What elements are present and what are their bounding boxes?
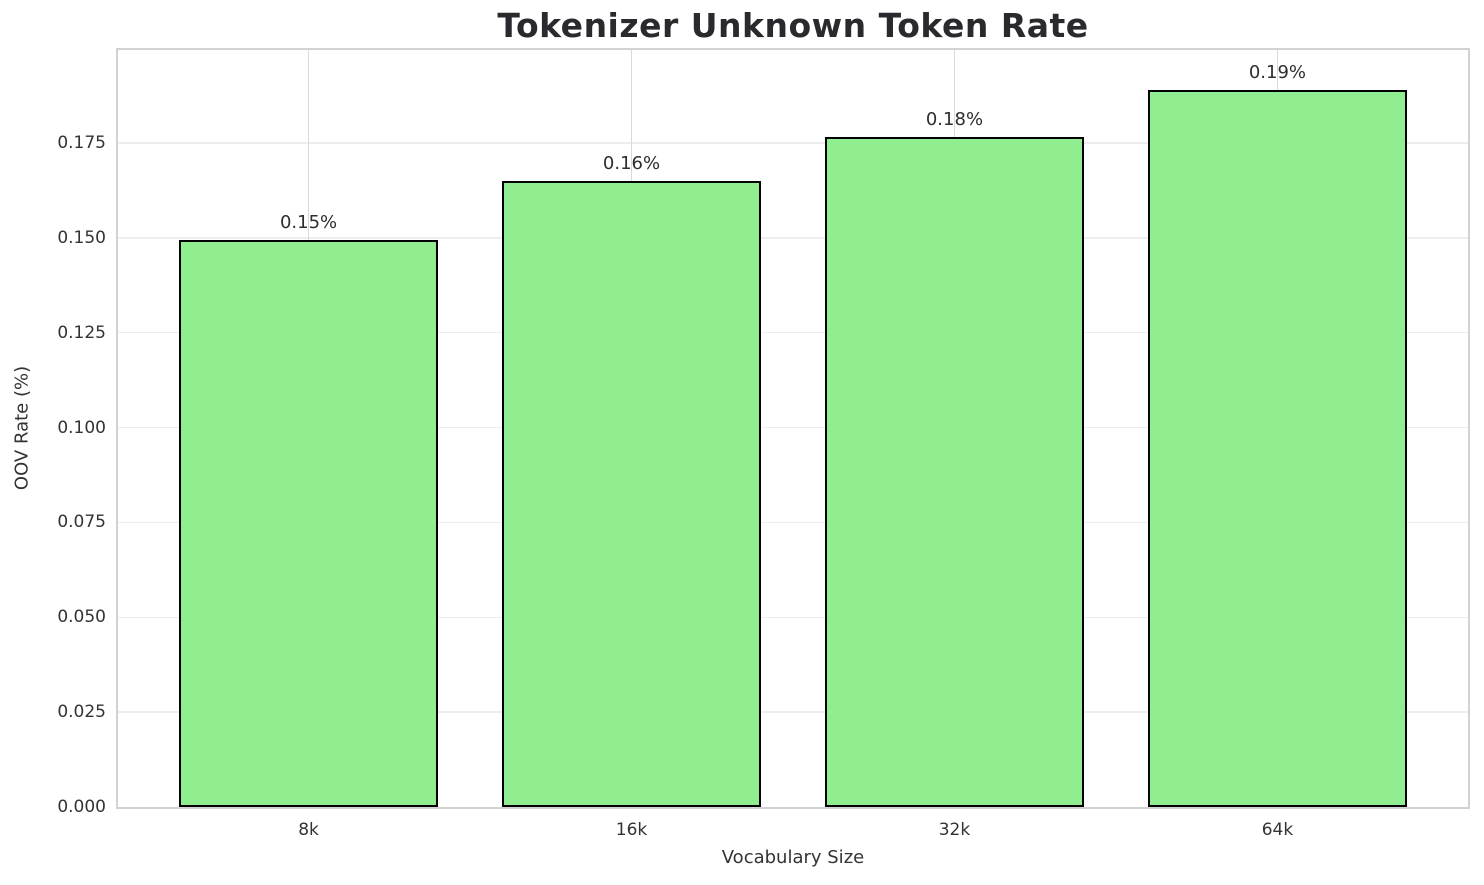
y-gridline [118, 616, 1468, 619]
y-tick-label: 0.075 [57, 512, 106, 533]
bar-value-label: 0.15% [279, 211, 338, 233]
bar-value-label: 0.16% [602, 152, 661, 174]
x-tick-label: 16k [615, 820, 648, 840]
y-tick-label: 0.000 [57, 797, 106, 817]
bar-value-label: 0.18% [925, 109, 984, 131]
y-tick-label: 0.025 [57, 702, 106, 723]
y-axis-label: OOV Rate (%) [11, 365, 33, 491]
y-tick-label: 0.125 [57, 322, 106, 343]
y-gridline [118, 521, 1468, 524]
bar-8k [179, 239, 438, 807]
bar-64k [1148, 89, 1407, 807]
chart-title: Tokenizer Unknown Token Rate [497, 6, 1089, 45]
x-tick-label: 64k [1261, 820, 1294, 840]
bar-value-label: 0.19% [1248, 61, 1307, 83]
x-tick-label: 8k [298, 820, 319, 840]
y-gridline [118, 331, 1468, 334]
y-tick-label: 0.175 [57, 132, 106, 153]
y-gridline [118, 426, 1468, 429]
bar-32k [825, 137, 1084, 807]
y-gridline [118, 142, 1468, 144]
bar-16k [502, 180, 761, 807]
x-tick-label: 32k [938, 820, 971, 840]
y-tick-label: 0.100 [57, 417, 106, 438]
y-tick-label: 0.050 [57, 607, 106, 628]
x-axis-label: Vocabulary Size [721, 847, 865, 868]
y-gridline [118, 711, 1468, 713]
y-gridline [118, 237, 1468, 239]
y-tick-label: 0.150 [57, 227, 106, 248]
